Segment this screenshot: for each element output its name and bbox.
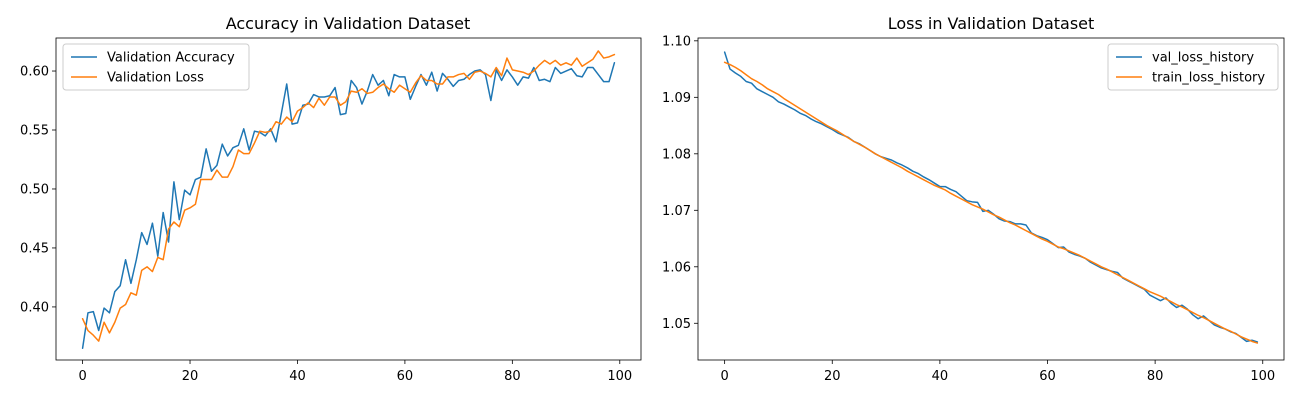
y-tick-label: 0.40	[20, 300, 49, 315]
chart-title: Loss in Validation Dataset	[888, 14, 1095, 33]
y-tick-label: 0.55	[20, 124, 49, 139]
x-tick-label: 20	[182, 369, 199, 384]
y-tick-label: 0.50	[20, 182, 49, 197]
y-tick-label: 1.05	[662, 317, 691, 332]
series-line	[81, 50, 616, 342]
legend-label: Validation Loss	[107, 71, 204, 86]
plot-frame	[697, 37, 1285, 361]
y-tick-label: 1.10	[662, 34, 691, 49]
y-tick-label: 1.06	[662, 260, 691, 275]
x-tick-label: 0	[720, 369, 728, 384]
series-group	[723, 51, 1259, 344]
legend-box	[1107, 43, 1279, 91]
legend: Validation Accuracy Validation Loss	[62, 43, 250, 91]
x-tick-label: 80	[1147, 369, 1164, 384]
legend-label: Validation Accuracy	[107, 51, 235, 66]
x-tick-label: 40	[932, 369, 949, 384]
series-line	[723, 61, 1259, 344]
plot-frame	[55, 37, 642, 361]
x-tick-label: 60	[1039, 369, 1056, 384]
x-tick-label: 0	[78, 369, 86, 384]
x-tick-label: 40	[289, 369, 306, 384]
legend-box	[62, 43, 250, 91]
series-line	[723, 51, 1259, 343]
legend-label: train_loss_history	[1152, 71, 1265, 86]
legend-label: val_loss_history	[1152, 51, 1254, 66]
x-tick-label: 20	[824, 369, 841, 384]
y-tick-label: 0.60	[20, 65, 49, 80]
accuracy-chart-panel: Accuracy in Validation Dataset 0 20 40 60 80…	[20, 14, 642, 384]
loss-chart-panel: Loss in Validation Dataset 0 20 40 60 80 100 1…	[662, 14, 1285, 384]
x-tick-label: 100	[1250, 369, 1275, 384]
y-tick-label: 1.07	[662, 204, 691, 219]
y-tick-label: 1.08	[662, 147, 691, 162]
legend: val_loss_history train_loss_history	[1107, 43, 1279, 91]
chart-title: Accuracy in Validation Dataset	[226, 14, 471, 33]
series-group	[81, 50, 616, 349]
x-tick-label: 60	[397, 369, 414, 384]
x-tick-label: 80	[504, 369, 521, 384]
x-tick-label: 100	[607, 369, 632, 384]
y-tick-label: 1.09	[662, 91, 691, 106]
series-line	[81, 62, 616, 349]
y-tick-label: 0.45	[20, 241, 49, 256]
